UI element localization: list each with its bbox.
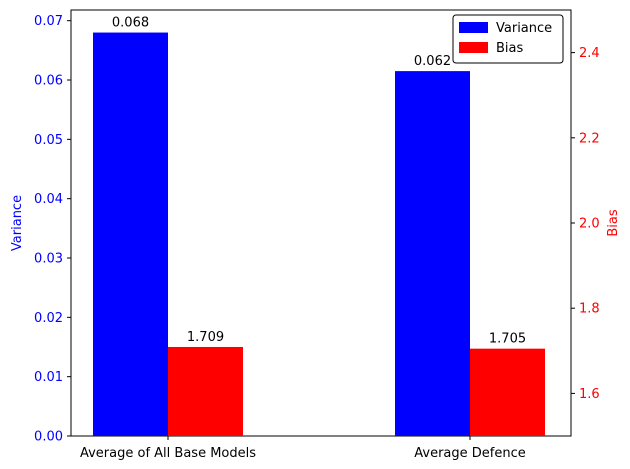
bars: [93, 32, 545, 436]
right-axis-tick-label-4: 2.4: [579, 46, 600, 61]
data-label-variance-0: 0.068: [112, 16, 149, 31]
data-label-bias-0: 1.709: [187, 330, 224, 345]
left-axis-tick-label-1: 0.01: [34, 370, 63, 385]
left-axis-tick-label-2: 0.02: [34, 311, 63, 326]
legend-label-variance: Variance: [496, 21, 552, 36]
right-axis-tick-label-2: 2.0: [579, 217, 600, 232]
right-axis-tick-label-3: 2.2: [579, 131, 600, 146]
legend-swatch-bias: [459, 42, 488, 53]
axes: Average of All Base Models Average Defenc…: [10, 14, 621, 461]
data-labels: 0.068 1.709 0.062 1.705: [112, 16, 526, 347]
data-label-bias-1: 1.705: [489, 332, 526, 347]
right-axis-tick-label-0: 1.6: [579, 387, 600, 402]
data-label-variance-1: 0.062: [414, 54, 451, 69]
legend-label-bias: Bias: [496, 41, 523, 56]
legend: Variance Bias: [452, 14, 564, 64]
legend-swatch-variance: [459, 22, 488, 33]
left-axis-tick-label-7: 0.07: [34, 14, 63, 29]
left-axis-tick-label-3: 0.03: [34, 252, 63, 267]
left-axis-tick-label-4: 0.04: [34, 192, 63, 207]
x-tick-label-0: Average of All Base Models: [80, 446, 256, 461]
right-axis-title: Bias: [606, 209, 621, 236]
bar-bias-1: [470, 348, 545, 436]
right-axis-tick-label-1: 1.8: [579, 302, 600, 317]
left-axis-tick-label-5: 0.05: [34, 133, 63, 148]
left-axis-tick-label-0: 0.00: [34, 430, 63, 445]
left-axis-tick-label-6: 0.06: [34, 74, 63, 89]
bar-variance-1: [395, 71, 470, 436]
x-tick-label-1: Average Defence: [414, 446, 525, 461]
left-axis-title: Variance: [10, 195, 25, 251]
bar-bias-0: [168, 346, 243, 436]
bar-variance-0: [93, 32, 168, 436]
